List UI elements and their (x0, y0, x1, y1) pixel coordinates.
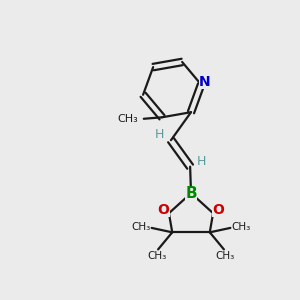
Text: CH₃: CH₃ (216, 251, 235, 261)
Text: H: H (196, 155, 206, 168)
Text: CH₃: CH₃ (147, 251, 166, 261)
Text: CH₃: CH₃ (232, 222, 251, 232)
Text: H: H (155, 128, 164, 141)
Text: CH₃: CH₃ (118, 114, 139, 124)
Text: N: N (199, 75, 210, 89)
Text: O: O (212, 203, 224, 217)
Text: CH₃: CH₃ (131, 222, 150, 232)
Text: B: B (185, 186, 197, 201)
Text: O: O (158, 203, 170, 217)
